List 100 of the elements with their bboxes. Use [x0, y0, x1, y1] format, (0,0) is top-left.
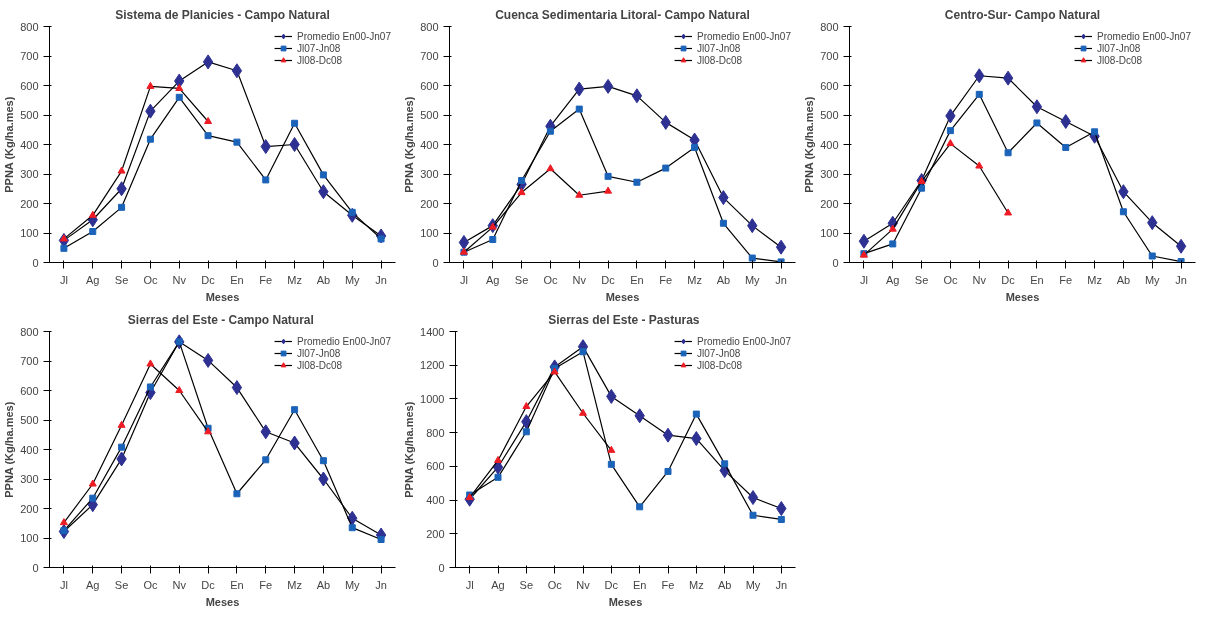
y-tick-label: 200	[820, 197, 839, 210]
x-tick-label: Oc	[547, 578, 563, 591]
x-tick-label: Mz	[1087, 273, 1102, 286]
legend-label: Jl07-Jn08	[297, 42, 341, 54]
y-tick-label: 300	[420, 168, 439, 180]
y-axis-title: PPNA (Kg/ha.mes)	[3, 401, 16, 498]
y-tick-label: 600	[20, 384, 39, 397]
y-tick-label: 300	[20, 473, 39, 485]
legend-label: Jl08-Dc08	[697, 54, 743, 66]
x-tick-label: Ab	[717, 578, 732, 591]
y-tick-label: 200	[420, 197, 439, 210]
legend-label: Jl07-Jn08	[697, 42, 741, 54]
x-tick-label: Nv	[576, 578, 591, 591]
legend-label: Jl07-Jn08	[297, 347, 341, 359]
x-tick-label: Se	[914, 273, 929, 286]
x-tick-label: Oc	[143, 578, 158, 591]
y-tick-label: 200	[20, 502, 39, 515]
x-axis-title: Meses	[608, 595, 643, 608]
x-tick-label: Jn	[775, 273, 787, 286]
x-tick-label: Dc	[1001, 273, 1016, 286]
x-tick-label: Se	[114, 273, 129, 286]
x-tick-label: Fe	[1059, 273, 1073, 286]
x-tick-label: Jl	[59, 273, 68, 286]
x-tick-label: Fe	[259, 273, 273, 286]
x-tick-label: En	[632, 578, 647, 591]
y-tick-label: 0	[32, 561, 39, 574]
y-tick-label: 600	[820, 79, 839, 92]
y-tick-label: 0	[832, 256, 839, 269]
y-axis-title: PPNA (Kg/ha.mes)	[403, 401, 416, 498]
x-tick-label: Ab	[316, 578, 331, 591]
x-tick-label: Ab	[316, 273, 331, 286]
x-axis-title: Meses	[1005, 290, 1040, 303]
x-tick-label: Dc	[601, 273, 616, 286]
legend-label: Jl07-Jn08	[1097, 42, 1141, 54]
y-axis-title: PPNA (Kg/ha.mes)	[803, 96, 816, 193]
y-tick-label: 500	[820, 109, 839, 121]
y-tick-label: 600	[420, 79, 439, 92]
x-tick-label: En	[230, 273, 244, 286]
y-tick-label: 500	[20, 414, 39, 426]
chart-title: Cuenca Sedimentaria Litoral- Campo Natural	[495, 7, 750, 22]
y-tick-label: 500	[20, 109, 39, 121]
legend-label: Promedio En00-Jn07	[697, 30, 791, 42]
y-tick-label: 600	[20, 79, 39, 92]
y-tick-label: 800	[820, 20, 839, 33]
x-tick-label: Mz	[687, 273, 702, 286]
x-tick-label: Nv	[172, 273, 187, 286]
x-tick-label: Ab	[1116, 273, 1131, 286]
y-tick-label: 700	[420, 50, 439, 62]
x-tick-label: En	[1030, 273, 1044, 286]
legend-label: Jl08-Dc08	[297, 54, 343, 66]
y-tick-label: 0	[438, 561, 445, 574]
x-tick-label: Se	[514, 273, 529, 286]
chart-title: Sierras del Este - Pasturas	[548, 312, 700, 327]
y-tick-label: 1400	[420, 325, 445, 338]
y-tick-label: 400	[820, 138, 839, 151]
x-tick-label: My	[344, 578, 361, 591]
x-tick-label: My	[744, 273, 761, 286]
y-tick-label: 0	[32, 256, 39, 269]
x-tick-label: En	[630, 273, 644, 286]
x-axis-title: Meses	[205, 595, 240, 608]
y-tick-label: 1000	[420, 392, 445, 405]
x-tick-label: Fe	[661, 578, 675, 591]
legend-label: Jl08-Dc08	[697, 359, 743, 371]
y-tick-label: 600	[426, 460, 445, 473]
y-tick-label: 700	[820, 50, 839, 62]
y-tick-label: 500	[420, 109, 439, 121]
y-tick-label: 100	[20, 227, 39, 239]
x-tick-label: My	[745, 578, 761, 591]
x-tick-label: Dc	[201, 578, 216, 591]
x-axis-title: Meses	[605, 290, 640, 303]
x-tick-label: Jl	[59, 578, 68, 591]
x-tick-label: Nv	[172, 578, 187, 591]
y-tick-label: 100	[820, 227, 839, 239]
x-tick-label: Nv	[572, 273, 587, 286]
x-tick-label: En	[230, 578, 244, 591]
legend-label: Promedio En00-Jn07	[297, 30, 391, 42]
y-tick-label: 1200	[420, 359, 445, 372]
y-tick-label: 0	[432, 256, 439, 269]
y-tick-label: 200	[20, 197, 39, 210]
y-tick-label: 400	[426, 494, 445, 507]
x-tick-label: My	[344, 273, 361, 286]
legend-label: Promedio En00-Jn07	[297, 335, 391, 347]
legend-label: Jl07-Jn08	[697, 347, 741, 359]
y-tick-label: 800	[20, 20, 39, 33]
x-tick-label: Jn	[375, 273, 387, 286]
x-tick-label: Oc	[943, 273, 958, 286]
y-tick-label: 800	[426, 426, 445, 439]
x-tick-label: Oc	[543, 273, 558, 286]
y-tick-label: 700	[20, 50, 39, 62]
x-tick-label: Ag	[886, 273, 900, 286]
x-tick-label: Ag	[86, 273, 100, 286]
y-axis-title: PPNA (Kg/ha.mes)	[3, 96, 16, 193]
chart-title: Centro-Sur- Campo Natural	[944, 7, 1101, 22]
chart-title: Sierras del Este - Campo Natural	[127, 312, 314, 327]
x-tick-label: Se	[519, 578, 534, 591]
legend-label: Promedio En00-Jn07	[1097, 30, 1191, 42]
x-tick-label: Fe	[259, 578, 273, 591]
x-tick-label: Jl	[459, 273, 468, 286]
x-tick-label: Se	[114, 578, 129, 591]
x-tick-label: Dc	[604, 578, 619, 591]
